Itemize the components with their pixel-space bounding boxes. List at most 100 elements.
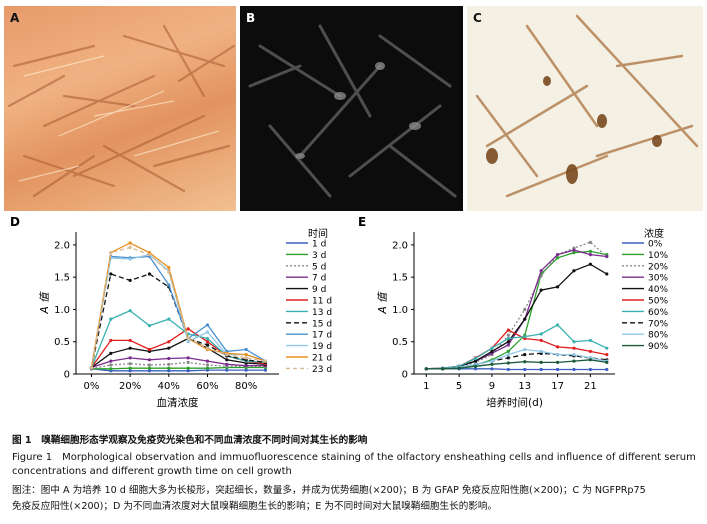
photo-a-label: A [10,11,20,25]
data-point [490,346,494,350]
x-axis-label: 血清浓度 [157,396,199,409]
data-point [506,361,510,365]
data-point [205,330,210,334]
y-tick-label: 0 [402,370,408,381]
panel-label: E [358,215,366,229]
data-point [186,369,190,373]
y-tick-label: 1.5 [54,273,70,284]
y-tick-label: 1.0 [392,305,408,316]
legend-entry: 10% [648,251,668,261]
figure-note-continued: 免疫反应阳性(×200)；D 为不同血清浓度对大鼠嗅鞘细胞生长的影响；E 为不同… [12,501,498,512]
data-point [588,367,592,372]
data-point [244,347,248,352]
data-point [572,251,576,255]
x-axis-label: 培养时间(d) [486,396,543,409]
data-point [555,256,560,260]
data-point [109,338,113,343]
y-tick-label: 1.5 [392,273,408,284]
series-line-23d [90,246,266,368]
data-point [147,369,152,373]
data-point [588,249,592,253]
figure-caption-cn: 图 1 嗅鞘细胞形态学观察及免疫荧光染色和不同血清浓度不同时间对其生长的影响 [12,435,368,446]
data-point [128,338,132,343]
x-tick-label: 1 [423,381,429,392]
data-point [555,360,560,364]
data-point [572,248,576,252]
y-tick-label: 2.0 [392,240,408,251]
data-point [539,349,543,354]
y-tick-label: 0 [64,370,70,381]
data-point [147,323,152,328]
x-tick-label: 17 [551,381,564,392]
x-tick-label: 80% [235,381,257,392]
data-point [523,334,527,339]
x-tick-label: 9 [489,381,495,392]
data-point [588,338,592,343]
data-point [109,251,113,255]
data-point [147,252,152,257]
data-point [605,272,609,276]
legend-entry: 40% [648,285,668,295]
x-tick-label: 21 [584,381,597,392]
data-point [109,272,113,276]
photo-panel-c: C [467,6,703,211]
data-point [244,364,248,368]
x-tick-label: 13 [518,381,531,392]
data-point [572,340,576,344]
data-point [167,283,171,287]
data-point [128,257,132,261]
photo-c-label: C [473,11,482,25]
y-tick-label: 0.5 [54,337,70,348]
data-point [186,360,190,364]
legend-title: 浓度 [644,227,664,240]
data-point [147,363,152,367]
data-point [523,307,527,312]
legend-entry: 23 d [312,365,332,375]
data-point [506,340,510,344]
data-point [167,265,171,270]
data-point [490,362,494,366]
data-point [539,288,543,292]
data-point [506,333,510,337]
data-point [128,369,132,373]
data-point [205,363,210,367]
data-point [523,347,527,352]
data-point [473,356,478,361]
data-point [539,367,543,372]
legend-entry: 15 d [312,319,332,329]
data-point [205,366,210,370]
series-line-20 [426,241,608,370]
data-point [128,309,132,313]
data-point [109,317,113,321]
data-point [506,328,510,332]
data-point [128,241,132,245]
figure-note: 图注：图中 A 为培养 10 d 细胞大多为长梭形，突起细长，数量多，并成为优势… [12,485,646,496]
series-line-13d [90,309,266,368]
legend-entry: 11 d [312,297,332,307]
legend-entry: 17 d [312,331,332,341]
legend-entry: 20% [648,262,668,272]
data-point [205,336,210,341]
series-line-40 [426,263,608,370]
data-point [572,346,576,350]
data-point [167,356,171,361]
data-point [109,363,113,367]
data-point [539,360,543,364]
photo-b-texture [248,24,457,198]
legend-entry: 70% [648,319,668,329]
series-line-17d [90,255,266,368]
legend-entry: 1 d [312,240,326,250]
data-point [490,349,494,354]
data-point [523,367,527,372]
chart-e: E 0 0.5 1.0 1.5 2.0 1 5 9 13 17 21 培养时间(d) A 值 浓度 0% 10%… [352,212,703,430]
data-point [186,366,190,370]
photo-b-label: B [246,11,256,25]
data-point [588,349,592,354]
x-tick-label: 20% [119,381,141,392]
data-point [225,353,229,357]
data-point [109,359,113,363]
photo-panel-a: A [4,6,236,211]
series-line-60 [426,324,608,370]
data-point [205,343,210,347]
data-point [167,369,171,373]
